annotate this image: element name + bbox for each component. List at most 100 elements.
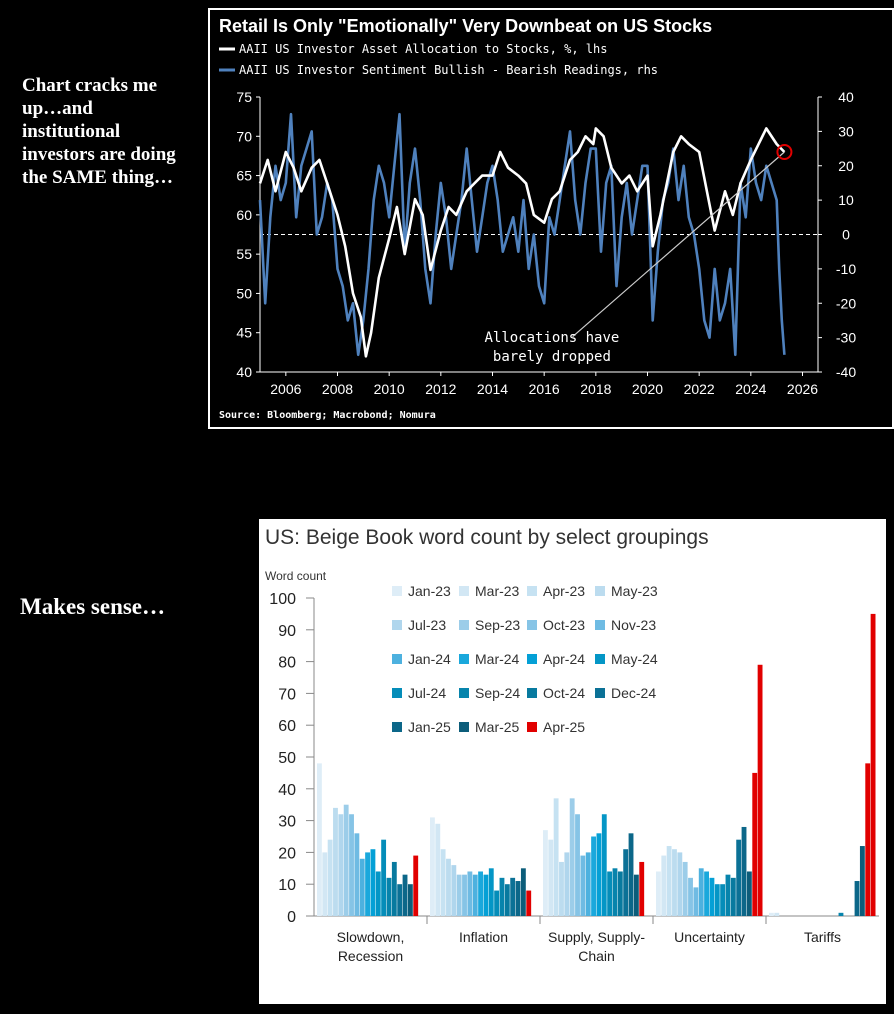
legend-label: Dec-24 — [611, 685, 656, 701]
bar — [499, 877, 505, 916]
x-tick-label: 2026 — [787, 381, 818, 397]
bar — [854, 881, 860, 916]
legend-label: Mar-24 — [475, 651, 520, 667]
legend-swatch — [527, 620, 537, 630]
bar — [585, 852, 591, 916]
annotation-text: Allocations have — [484, 330, 619, 346]
x-tick-label: 2008 — [322, 381, 353, 397]
category-label: Chain — [578, 948, 615, 964]
bar — [704, 871, 709, 916]
bar — [682, 861, 688, 916]
y-tick-label: 80 — [278, 655, 296, 672]
allocation-series-line — [258, 127, 786, 358]
bar — [617, 871, 623, 916]
legend-label-allocation: AAII US Investor Asset Allocation to Sto… — [239, 42, 607, 56]
legend-swatch — [459, 654, 469, 664]
legend-swatch — [527, 688, 537, 698]
legend-label: Apr-24 — [543, 651, 585, 667]
bar — [736, 839, 742, 916]
bar — [413, 855, 419, 916]
bar — [720, 884, 726, 916]
x-tick-label: 2022 — [684, 381, 715, 397]
chart1-source: Source: Bloomberg; Macrobond; Nomura — [219, 410, 436, 421]
x-tick-label: 2018 — [580, 381, 611, 397]
bar — [391, 861, 397, 916]
commentary-bottom: Makes sense… — [20, 594, 166, 619]
category-label: Supply, Supply- — [548, 929, 645, 945]
left-tick-label: 70 — [236, 128, 252, 144]
bar — [440, 849, 446, 916]
chart2-plot-area: 0 10 20 30 40 50 60 70 80 90 100 Slowdown, Recession… — [269, 591, 879, 964]
bar — [688, 877, 693, 916]
y-tick-label: 70 — [278, 686, 296, 703]
aaii-chart: Retail Is Only "Emotionally" Very Downbe… — [208, 8, 894, 429]
bar — [510, 877, 516, 916]
bar — [656, 871, 661, 916]
bar — [317, 763, 322, 916]
bar — [730, 877, 736, 916]
legend-label: Apr-23 — [543, 583, 585, 599]
chart2-legend: Jan-23 Mar-23 Apr-23 May-23 Jul-23 Sep-23 Oct-… — [392, 583, 658, 735]
right-tick-label: -10 — [836, 261, 856, 277]
y-tick-label: 90 — [278, 623, 296, 640]
bar — [564, 852, 570, 916]
bar — [601, 814, 607, 916]
bar — [446, 858, 451, 916]
legend-label: Jan-25 — [408, 719, 451, 735]
annotation-text: barely dropped — [493, 349, 611, 365]
legend-label: Oct-24 — [543, 685, 585, 701]
bar — [553, 798, 559, 916]
bar — [381, 839, 387, 916]
bar — [752, 772, 758, 916]
x-tick-label: 2010 — [374, 381, 405, 397]
bar — [472, 874, 478, 916]
bar — [769, 912, 774, 916]
chart1-title: Retail Is Only "Emotionally" Very Downbe… — [219, 16, 712, 36]
legend-swatch — [527, 722, 537, 732]
x-tick-label: 2020 — [632, 381, 663, 397]
legend-label: Jan-23 — [408, 583, 451, 599]
y-tick-label: 100 — [269, 591, 296, 608]
bar — [865, 763, 871, 916]
bar — [870, 613, 876, 916]
legend-label: May-23 — [611, 583, 658, 599]
bar — [859, 846, 865, 916]
bar — [435, 823, 441, 916]
legend-swatch — [459, 722, 469, 732]
y-tick-label: 50 — [278, 750, 296, 767]
legend-swatch — [595, 688, 605, 698]
bar — [456, 874, 462, 916]
legend-label: Mar-23 — [475, 583, 520, 599]
legend-swatch — [392, 722, 402, 732]
category-label: Uncertainty — [674, 929, 745, 945]
legend-swatch — [527, 586, 537, 596]
y-tick-label: 30 — [278, 814, 296, 831]
right-tick-label: -20 — [836, 295, 856, 311]
bar — [359, 858, 365, 916]
legend-label: Jan-24 — [408, 651, 451, 667]
legend-swatch — [459, 586, 469, 596]
bar — [338, 814, 344, 916]
y-tick-label: 20 — [278, 845, 296, 862]
bar — [580, 855, 586, 916]
legend-swatch — [392, 688, 402, 698]
bar — [612, 868, 618, 916]
category-label: Recession — [338, 948, 403, 964]
annotation-circle — [776, 144, 793, 160]
sentiment-series-line — [258, 112, 786, 357]
y-tick-label: 10 — [278, 877, 296, 894]
bar — [375, 871, 381, 916]
right-tick-label: 40 — [838, 89, 854, 105]
chart2-title: US: Beige Book word count by select grou… — [265, 526, 709, 549]
right-tick-label: 20 — [838, 158, 854, 174]
bar — [693, 887, 699, 916]
left-tick-label: 60 — [236, 207, 252, 223]
bar — [596, 833, 602, 916]
bar — [623, 849, 629, 916]
bar — [430, 817, 435, 916]
right-tick-label: 0 — [842, 227, 850, 243]
left-tick-label: 75 — [236, 89, 252, 105]
bar — [488, 868, 494, 916]
bar — [666, 846, 672, 916]
bar — [575, 814, 580, 916]
